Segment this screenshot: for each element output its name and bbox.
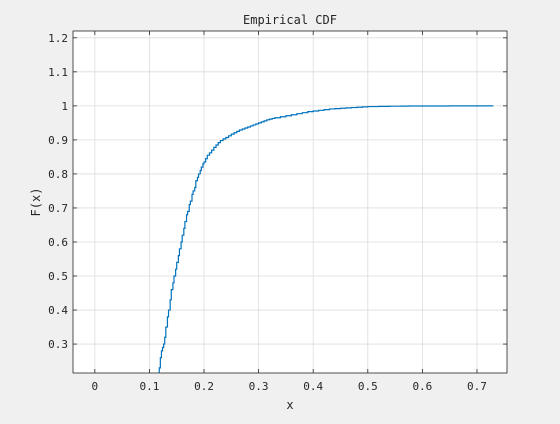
ticks [73, 31, 507, 373]
x-tick-label: 0.5 [358, 380, 378, 393]
x-tick-label: 0.2 [194, 380, 214, 393]
x-tick-label: 0.6 [412, 380, 432, 393]
y-tick-label: 0.3 [48, 338, 68, 351]
x-tick-label: 0.1 [139, 380, 159, 393]
x-tick-labels: 0 0.1 0.2 0.3 0.4 0.5 0.6 0.7 [92, 380, 487, 393]
y-tick-label: 0.4 [48, 304, 68, 317]
y-tick-label: 0.5 [48, 270, 68, 283]
x-tick-label: 0.7 [467, 380, 487, 393]
plot-area [73, 31, 507, 373]
x-tick-label: 0.3 [249, 380, 269, 393]
grid [73, 31, 507, 373]
x-axis-label: x [286, 398, 293, 412]
x-tick-label: 0.4 [303, 380, 323, 393]
y-tick-label: 0.6 [48, 236, 68, 249]
y-tick-label: 0.7 [48, 202, 68, 215]
y-tick-label: 1 [61, 100, 68, 113]
chart-title: Empirical CDF [243, 13, 337, 27]
y-tick-label: 1.1 [48, 66, 68, 79]
y-tick-label: 0.8 [48, 168, 68, 181]
y-tick-label: 1.2 [48, 32, 68, 45]
y-axis-label: F(x) [29, 188, 43, 217]
series-layer [158, 105, 494, 373]
axes-box [72, 30, 508, 374]
ecdf-line [158, 105, 494, 373]
y-tick-labels: 0.3 0.4 0.5 0.6 0.7 0.8 0.9 1 1.1 1.2 [48, 32, 68, 351]
x-tick-label: 0 [92, 380, 99, 393]
y-tick-label: 0.9 [48, 134, 68, 147]
